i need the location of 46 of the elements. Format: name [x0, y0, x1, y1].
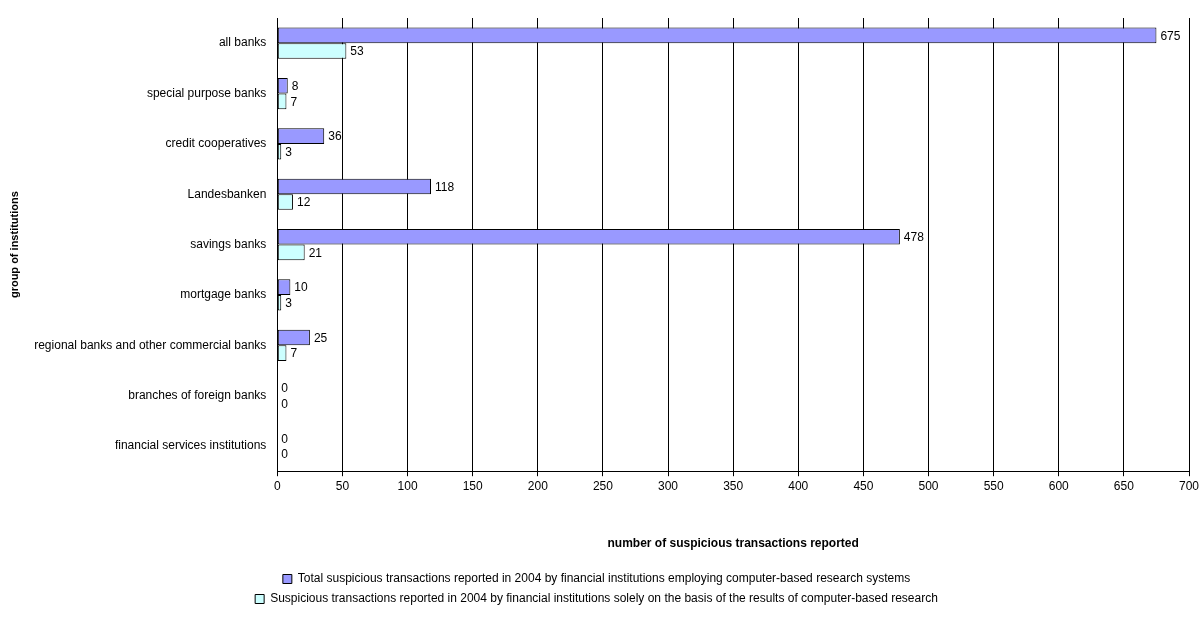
x-tick-label: 0: [273, 478, 281, 493]
data-label: 0: [281, 447, 289, 462]
y-tick-label: savings banks: [190, 236, 267, 251]
data-label: 21: [308, 245, 323, 260]
legend-label: Suspicious transactions reported in 2004 by financial institutions solely on the basis of the results of computer-based research: [270, 591, 938, 606]
x-tick-label: 650: [1113, 478, 1135, 493]
data-label: 118: [435, 179, 455, 194]
data-label: 36: [328, 129, 342, 144]
legend-label: Total suspicious transactions reported in 2004 by financial institutions employing computer-based research systems: [297, 571, 911, 586]
data-label: 53: [350, 44, 365, 59]
data-label: 0: [281, 381, 289, 396]
x-tick-label: 500: [918, 478, 939, 493]
data-label: 10: [294, 280, 309, 295]
data-label: 7: [290, 346, 298, 361]
y-tick-label: Landesbanken: [187, 186, 267, 201]
x-tick-label: 200: [527, 478, 549, 493]
x-tick-label: 250: [592, 478, 614, 493]
y-tick-label: special purpose banks: [146, 85, 267, 100]
data-label: 0: [281, 431, 289, 446]
x-tick-label: 100: [397, 478, 418, 493]
y-axis-title: group of institutions: [7, 191, 20, 299]
data-label: 3: [285, 296, 293, 311]
data-label: 3: [285, 145, 293, 160]
y-tick-label: branches of foreign banks: [128, 387, 267, 402]
data-label: 8: [291, 79, 299, 94]
data-label: 675: [1160, 28, 1181, 43]
x-axis-title: number of suspicious transactions reported: [607, 536, 859, 551]
y-tick-label: credit cooperatives: [165, 136, 267, 151]
x-tick-label: 400: [788, 478, 809, 493]
y-tick-label: financial services institutions: [114, 438, 267, 453]
data-label: 0: [281, 396, 289, 411]
x-tick-label: 150: [462, 478, 484, 493]
data-label: 25: [313, 330, 328, 345]
data-label: 478: [903, 230, 925, 245]
x-tick-label: 550: [983, 478, 1004, 493]
x-tick-label: 350: [723, 478, 744, 493]
data-label: 12: [296, 195, 311, 210]
x-tick-label: 450: [853, 478, 874, 493]
data-label: 7: [290, 94, 298, 109]
y-tick-label: mortgage banks: [180, 287, 267, 302]
x-tick-label: 700: [1178, 478, 1200, 493]
x-tick-label: 600: [1048, 478, 1070, 493]
y-tick-label: regional banks and other commercial banks: [34, 337, 267, 352]
x-tick-label: 300: [658, 478, 679, 493]
y-tick-label: all banks: [218, 35, 267, 50]
x-tick-label: 50: [335, 478, 350, 493]
